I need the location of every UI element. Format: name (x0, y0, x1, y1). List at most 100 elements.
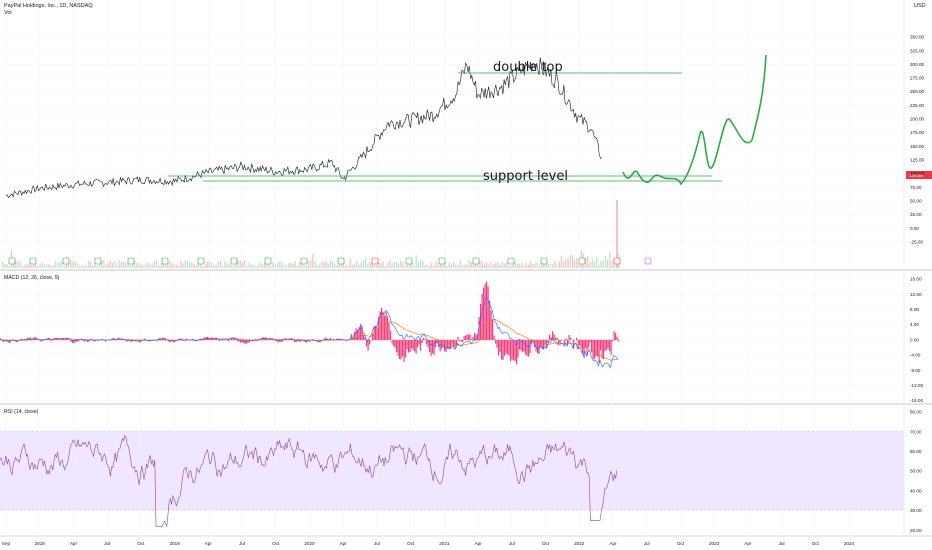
macd-histogram-bar (405, 339, 407, 358)
macd-histogram-bar (244, 339, 246, 344)
macd-histogram-bar (385, 311, 387, 341)
macd-histogram-bar (457, 336, 459, 341)
macd-histogram-bar (559, 339, 561, 343)
volume-bar (424, 264, 426, 268)
macd-histogram-bar (588, 339, 590, 348)
volume-bar (468, 260, 470, 268)
volume-bar (455, 265, 457, 268)
macd-histogram-bar (576, 337, 578, 341)
macd-histogram-bar (211, 337, 213, 341)
earnings-marker[interactable] (540, 257, 548, 265)
macd-histogram-bar (58, 338, 60, 341)
volume-bar (376, 265, 378, 268)
price-axis-tick: 325.00 (910, 48, 924, 53)
macd-histogram-bar (375, 325, 377, 341)
time-axis-tick: Jul (644, 541, 650, 546)
volume-bar (616, 200, 618, 268)
volume-bar (490, 261, 492, 268)
volume-bar (173, 264, 175, 268)
macd-histogram-bar (3, 339, 5, 342)
earnings-marker[interactable] (264, 257, 272, 265)
volume-bar (426, 265, 428, 268)
time-axis-tick: Jul (509, 541, 515, 546)
volume-bar (107, 262, 109, 268)
earnings-marker[interactable] (438, 257, 446, 265)
volume-bar (525, 262, 527, 268)
macd-histogram-bar (480, 303, 482, 341)
volume-bar (6, 264, 8, 268)
projection-path[interactable] (622, 54, 767, 186)
rsi-line (0, 434, 618, 527)
volume-bar (554, 261, 556, 268)
volume-bar (180, 260, 182, 268)
macd-histogram-bar (486, 281, 488, 341)
macd-histogram-bar (394, 339, 396, 348)
volume-bar (48, 264, 50, 268)
earnings-marker[interactable] (127, 257, 135, 265)
earnings-marker[interactable] (578, 257, 586, 265)
macd-histogram-bar (318, 339, 320, 343)
earnings-marker[interactable] (62, 257, 70, 265)
macd-histogram-bar (381, 307, 383, 341)
macd-histogram-bar (373, 326, 375, 341)
macd-histogram-bar (435, 339, 437, 348)
macd-histogram-bar (408, 339, 410, 353)
earnings-marker[interactable] (94, 257, 102, 265)
volume-bar (585, 257, 587, 268)
volume-bar (422, 260, 424, 268)
volume-bar (325, 261, 327, 268)
volume-bar (59, 261, 61, 268)
volume-bar (466, 264, 468, 268)
volume-bar (316, 265, 318, 268)
symbol-title: PayPal Holdings, Inc., 1D, NASDAQ (4, 3, 93, 9)
earnings-marker[interactable] (8, 257, 16, 265)
earnings-marker[interactable] (337, 257, 345, 265)
earnings-marker[interactable] (197, 257, 205, 265)
earnings-marker-miss[interactable] (613, 257, 621, 265)
volume-bar (501, 261, 503, 268)
volume-bar (497, 261, 499, 268)
volume-bar (248, 262, 250, 268)
volume-bar (492, 264, 494, 268)
price-axis-tick: 200.00 (910, 117, 924, 122)
volume-bar (387, 262, 389, 268)
volume-bar (523, 265, 525, 268)
earnings-marker[interactable] (472, 257, 480, 265)
macd-histogram-bar (412, 339, 414, 350)
earnings-marker[interactable] (507, 257, 515, 265)
macd-histogram-bar (240, 339, 242, 343)
macd-histogram-bar (105, 339, 107, 342)
macd-histogram-bar (217, 339, 219, 341)
earnings-marker[interactable] (230, 257, 238, 265)
macd-histogram-bar (510, 339, 512, 362)
volume-bar (556, 265, 558, 268)
earnings-marker[interactable] (29, 257, 37, 265)
volume-bar (327, 263, 329, 268)
volume-bar (380, 262, 382, 268)
volume-bar (191, 261, 193, 268)
volume-bar (360, 261, 362, 268)
volume-bar (301, 261, 303, 268)
macd-histogram-bar (192, 338, 194, 341)
macd-axis-tick: -16.00 (910, 398, 923, 403)
macd-histogram-bar (60, 339, 62, 341)
volume-bar (140, 264, 142, 268)
volume-bar (270, 265, 272, 268)
volume-bar (369, 261, 371, 268)
volume-bar (349, 258, 351, 268)
macd-histogram-bar (355, 328, 357, 341)
earnings-marker[interactable] (405, 257, 413, 265)
volume-bar (393, 262, 395, 268)
macd-histogram-bar (22, 339, 24, 341)
earnings-marker-miss[interactable] (371, 257, 379, 265)
volume-bar (252, 264, 255, 268)
earnings-marker[interactable] (161, 257, 169, 265)
macd-histogram-bar (280, 339, 282, 343)
earnings-marker[interactable] (300, 257, 308, 265)
earnings-marker-upcoming[interactable] (644, 257, 652, 265)
volume-bar (365, 258, 367, 268)
volume-bar (116, 265, 118, 268)
volume-bar (318, 264, 321, 268)
volume-bar (310, 260, 312, 268)
